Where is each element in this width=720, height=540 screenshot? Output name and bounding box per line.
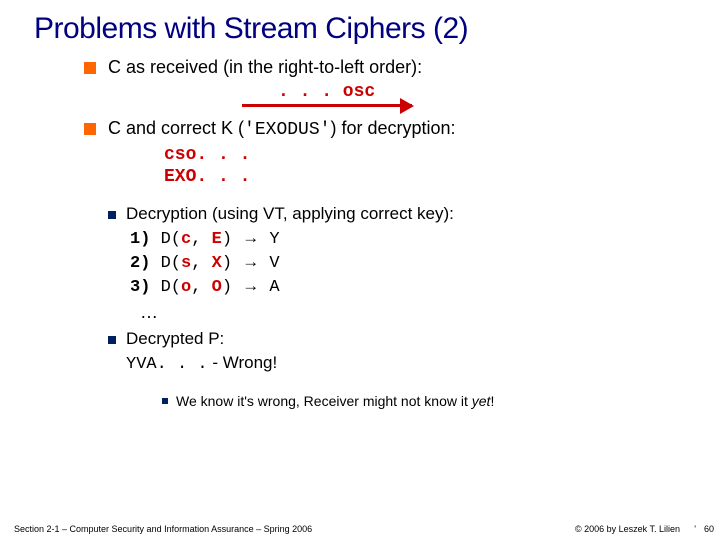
b5-c: ! xyxy=(490,393,494,409)
footer-tick: ' xyxy=(694,524,696,534)
b2-tail: ) for decryption: xyxy=(330,118,455,138)
b5-b: yet xyxy=(472,393,491,409)
b5-a: We know it's wrong, Receiver might not k… xyxy=(176,393,472,409)
dec-row-1: 1) D(c, E) → Y xyxy=(130,227,454,251)
bullet-icon xyxy=(84,62,96,74)
b1-code: . . . osc xyxy=(278,82,375,102)
sub-bullet-icon xyxy=(108,211,116,219)
bullet-3: Decryption (using VT, applying correct k… xyxy=(84,203,700,325)
dec-row-3: 3) D(o, O) → A xyxy=(130,275,454,299)
b2-lead: C and correct K ( xyxy=(108,118,244,138)
subsub-bullet-icon xyxy=(162,398,168,404)
bullet-1: C as received (in the right-to-left orde… xyxy=(84,56,700,103)
b4-code: YVA. . . xyxy=(126,355,208,374)
page-number: 60 xyxy=(704,524,714,534)
dec-dots: … xyxy=(126,301,454,324)
b4-label: Decrypted P: xyxy=(126,329,224,348)
footer-left: Section 2-1 – Computer Security and Info… xyxy=(14,524,312,534)
b1-tail: (in the right-to-left order): xyxy=(223,57,422,77)
dec-row-2: 2) D(s, X) → V xyxy=(130,251,454,275)
b3-tail: (using VT, applying correct key): xyxy=(212,204,454,223)
sub-bullet-icon xyxy=(108,336,116,344)
red-arrow-icon xyxy=(242,104,412,107)
b2-l2: EXO. . . xyxy=(164,166,456,189)
b1-lead: C as received xyxy=(108,57,223,77)
b2-l1: cso. . . xyxy=(164,144,456,167)
b2-key: 'EXODUS' xyxy=(244,120,330,140)
bullet-4: Decrypted P: YVA. . . - Wrong! xyxy=(84,328,700,376)
slide-title: Problems with Stream Ciphers (2) xyxy=(20,12,700,46)
bullet-5: We know it's wrong, Receiver might not k… xyxy=(84,392,700,410)
b3-lead: Decryption xyxy=(126,204,212,223)
slide: Problems with Stream Ciphers (2) C as re… xyxy=(0,0,720,540)
bullet-2: C and correct K ('EXODUS') for decryptio… xyxy=(84,117,700,189)
b4-wrong: - Wrong! xyxy=(208,353,278,372)
bullet-list: C as received (in the right-to-left orde… xyxy=(20,56,700,411)
bullet-icon xyxy=(84,123,96,135)
footer-right: © 2006 by Leszek T. Lilien xyxy=(575,524,680,534)
